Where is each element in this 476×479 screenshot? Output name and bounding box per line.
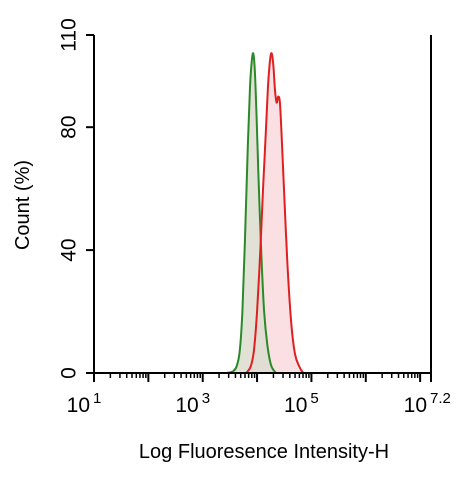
x-tick-label-exponent: 7.2 [430,390,451,407]
x-tick-label: 10 7.2 [404,390,451,417]
x-tick-label: 10 1 [67,390,102,417]
x-tick-label-exponent: 3 [202,390,210,407]
series-lines [226,52,305,374]
x-tick-label-base: 10 [67,394,90,417]
series-fill-1 [227,53,277,374]
x-tick-label-base: 10 [284,394,307,417]
x-tick-label-base: 10 [175,394,198,417]
x-axis-label: Log Fluoresence Intensity-H [139,441,389,463]
x-tick-label: 10 5 [284,390,319,417]
series-line-2 [245,52,305,374]
x-tick-label-exponent: 1 [93,390,101,407]
x-tick-label-exponent: 5 [310,390,318,407]
y-tick-label: 110 [57,18,80,51]
y-tick-label: 40 [57,238,80,261]
x-tick-label-base: 10 [404,394,427,417]
series-line-1 [226,52,277,374]
axes [86,34,432,382]
y-axis-label: Count (%) [12,160,34,250]
x-tick-label: 10 3 [175,390,210,417]
y-tick-label: 80 [57,116,80,139]
y-tick-label: 0 [57,367,80,379]
